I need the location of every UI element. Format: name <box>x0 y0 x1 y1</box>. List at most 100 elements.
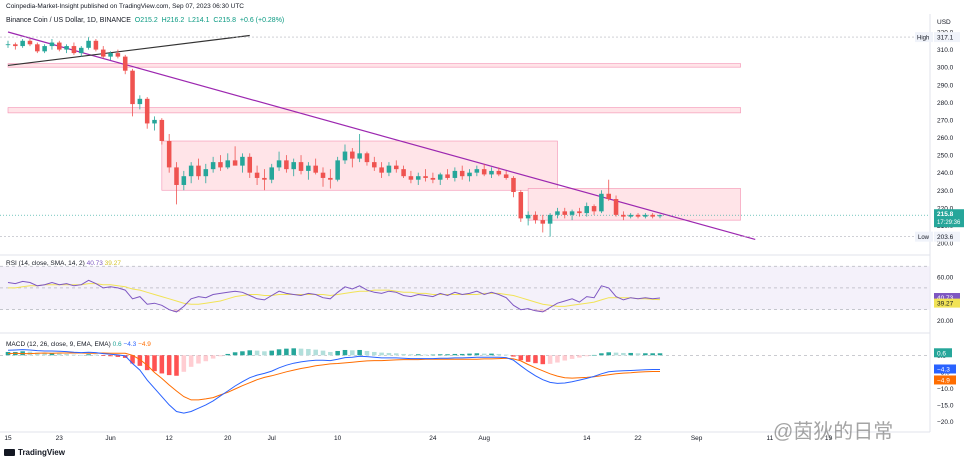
time-tick-label: 22 <box>634 435 642 442</box>
macd-histogram-bar <box>357 349 362 356</box>
macd-histogram-bar <box>269 350 275 356</box>
macd-histogram-bar <box>152 355 157 372</box>
signal-value: −4.9 <box>937 377 950 384</box>
candle-body <box>49 42 55 47</box>
time-tick-label: Sep <box>691 435 703 442</box>
price-tick-label: 270.0 <box>937 117 954 124</box>
candle-body <box>511 177 516 193</box>
candle-body <box>71 46 77 54</box>
macd-value: −4.3 <box>937 366 950 373</box>
candle-body <box>5 44 11 46</box>
candle-body <box>386 165 392 173</box>
macd-histogram-bar <box>503 354 509 356</box>
candle-body <box>78 47 84 54</box>
rsi-value: 40.73 <box>937 295 954 302</box>
candle-body <box>276 160 282 168</box>
candle-body <box>635 214 641 217</box>
candle-body <box>93 40 99 50</box>
candle-body <box>547 214 553 224</box>
macd-histogram-bar <box>320 350 326 356</box>
macd-histogram-bar <box>613 352 619 356</box>
currency-label: USD <box>937 19 951 26</box>
candle-body <box>100 49 106 57</box>
macd-histogram-bar <box>364 350 370 356</box>
macd-histogram-bar <box>481 353 487 356</box>
macd-tick-label: −15.0 <box>937 402 954 409</box>
candle-body <box>210 162 216 170</box>
low-value-bg <box>934 231 960 242</box>
macd-histogram-bar <box>159 355 165 374</box>
candle-body <box>437 174 443 180</box>
macd-label: MACD (12, 26, close, 9, EMA, EMA) <box>6 341 111 348</box>
time-tick-label: 23 <box>56 435 64 442</box>
macd-histogram-bar <box>350 350 355 356</box>
candle-body <box>401 169 406 177</box>
time-tick-label: 12 <box>166 435 174 442</box>
candle-body <box>225 160 231 168</box>
macd-histogram-bar <box>621 352 626 356</box>
rsi-tick-label: 20.00 <box>937 318 954 325</box>
macd-histogram-bar <box>547 355 553 364</box>
macd-histogram-bar <box>518 355 524 361</box>
candle-body <box>342 151 348 161</box>
macd-histogram-bar <box>93 354 99 356</box>
macd-histogram-bar <box>210 355 216 359</box>
candle-body <box>423 176 428 178</box>
candle-body <box>262 177 267 180</box>
macd-histogram-bar <box>298 348 304 356</box>
candlesticks <box>5 37 663 237</box>
price-axis: USD320.0310.0300.0290.0280.0270.0260.025… <box>915 19 964 426</box>
rsi-label: RSI (14, close, SMA, 14, 2) <box>6 260 85 267</box>
macd-histogram-bar <box>276 349 282 356</box>
price-tick-label: 280.0 <box>937 100 954 107</box>
macd-histogram-bar <box>393 353 399 356</box>
signal-value-badge <box>934 375 956 385</box>
macd-histogram-bar <box>144 355 150 371</box>
symbol-name: Binance Coin / US Dollar, 1D, BINANCE <box>6 17 131 24</box>
macd-tick-label: −10.0 <box>937 386 954 393</box>
tradingview-logo[interactable]: TradingView <box>4 448 65 457</box>
macd-histogram-bar <box>467 353 472 356</box>
candle-body <box>613 199 619 215</box>
time-tick-label: 24 <box>429 435 437 442</box>
macd-histogram-bar <box>42 353 47 356</box>
candle-body <box>328 177 333 180</box>
time-tick-label: Jul <box>268 435 277 442</box>
macd-histogram-bar <box>181 355 187 372</box>
rsi-oversold-fill <box>539 309 547 312</box>
candle-body <box>196 165 201 177</box>
macd-histogram-bar <box>335 350 340 356</box>
macd-histogram-bar <box>577 355 582 358</box>
candle-body <box>284 160 289 170</box>
candle-body <box>459 170 465 177</box>
time-tick-label: 20 <box>224 435 232 442</box>
macd-histogram-bar <box>5 351 11 356</box>
candle-body <box>657 215 663 217</box>
ohlc-high: H216.2 <box>161 17 185 24</box>
candle-body <box>430 177 436 180</box>
candle-body <box>577 211 582 214</box>
rsi-oversold-fill <box>531 309 540 311</box>
macd-histogram-bar <box>423 354 428 356</box>
candle-body <box>232 160 238 166</box>
candle-body <box>137 98 143 105</box>
symbol-legend: Binance Coin / US Dollar, 1D, BINANCE O2… <box>6 17 284 24</box>
signal-legend-value: −4.9 <box>138 341 151 348</box>
candle-body <box>159 119 165 142</box>
candle-body <box>518 192 524 219</box>
macd-histogram-bar <box>174 355 179 376</box>
time-tick-label: 11 <box>767 435 774 442</box>
time-tick-label: 19 <box>825 435 833 442</box>
candle-body <box>240 156 245 166</box>
candle-body <box>599 193 604 212</box>
price-tick-label: 310.0 <box>937 47 954 54</box>
candle-body <box>357 153 362 159</box>
macd-histogram-bar <box>569 355 575 359</box>
candle-body <box>313 165 318 173</box>
macd-line <box>7 349 660 414</box>
price-tick-label: 250.0 <box>937 153 954 160</box>
candle-body <box>364 153 370 163</box>
macd-histogram-bar <box>188 355 194 367</box>
macd-histogram-bar <box>415 354 421 356</box>
